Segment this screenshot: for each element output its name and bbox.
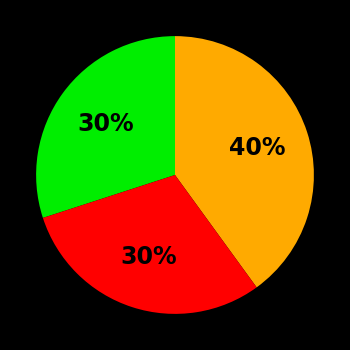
- Text: 30%: 30%: [120, 245, 177, 269]
- Text: 30%: 30%: [77, 112, 134, 136]
- Wedge shape: [36, 36, 175, 218]
- Wedge shape: [43, 175, 257, 314]
- Wedge shape: [175, 36, 314, 287]
- Text: 40%: 40%: [229, 136, 285, 160]
